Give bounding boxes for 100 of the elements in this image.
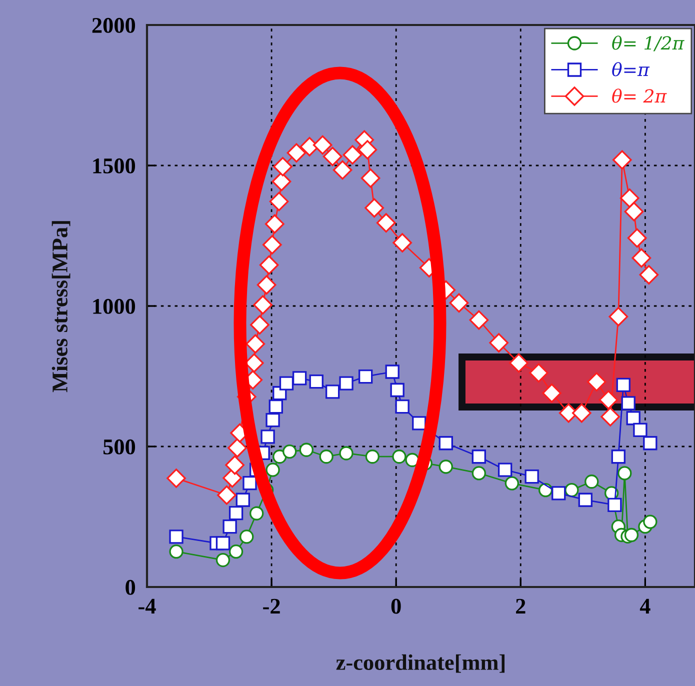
point [376,213,396,232]
x-axis-title: z-coordinate[mm] [336,654,504,673]
point [632,248,652,268]
point [282,444,297,459]
point [584,474,599,489]
point [299,442,314,457]
point [620,188,640,208]
point [639,265,659,284]
point [332,160,352,180]
point [339,376,354,390]
point [262,235,282,254]
point [621,396,636,410]
point [216,552,230,568]
point [166,468,186,488]
point [266,413,280,428]
point [598,390,618,410]
y-tick-label: 0 [126,580,136,595]
point [612,150,632,170]
point [504,476,520,490]
point [578,492,592,507]
legend-label: θ= 2π [612,88,667,103]
point [250,506,264,520]
point [364,198,384,218]
point [600,407,620,426]
point [438,436,453,450]
point [236,492,250,507]
point [169,530,184,544]
point [228,438,247,458]
y-tick-label: 1500 [93,158,136,174]
point [286,143,306,163]
point [242,476,257,490]
point [260,430,275,444]
point [217,485,236,505]
point [586,372,606,392]
point [643,436,658,450]
point [225,455,244,475]
point [611,450,626,464]
point [572,403,592,423]
point [240,530,254,544]
point [339,446,354,460]
point [358,140,378,160]
point [524,469,539,484]
point [365,450,380,464]
point [325,384,340,399]
point [405,452,420,468]
point [395,400,410,414]
x-tick-label: 2 [516,598,526,614]
point [390,382,404,398]
point [616,378,630,392]
point [256,275,276,295]
point [273,156,292,176]
point [272,172,292,192]
point [358,369,373,384]
point [392,450,406,464]
point [292,371,307,386]
point [228,506,244,520]
point [624,202,644,222]
y-axis-title: Mises stress[MPa] [52,221,70,392]
point [449,293,469,313]
point [472,450,486,464]
point [472,466,486,480]
point [608,307,628,326]
point [385,364,400,379]
point [633,422,648,438]
point [322,146,342,166]
point [498,462,512,477]
point [392,233,412,252]
x-tick-label: -4 [138,598,156,614]
point [279,376,294,390]
point [360,168,380,188]
y-tick-label: 1000 [93,298,136,314]
x-tick-label: -2 [263,598,280,614]
point [312,135,332,155]
point [542,383,562,403]
point [608,498,622,512]
point [264,214,284,234]
point [266,462,280,477]
point [627,228,647,248]
point [624,528,639,542]
point [564,482,579,498]
y-tick-label: 500 [103,439,136,454]
point [552,486,566,500]
point [216,536,230,550]
point [618,466,632,480]
point [169,544,184,559]
point [269,192,289,212]
point [272,450,287,464]
legend-label: θ=π [612,62,650,76]
point [259,255,279,275]
legend-label: θ= 1/2π [612,36,684,52]
x-tick-label: 0 [391,598,401,614]
x-tick-label: 4 [640,598,650,614]
point [412,416,426,430]
y-tick-label: 2000 [92,18,136,33]
point [319,450,334,464]
point [469,310,489,330]
point [268,400,283,414]
point [246,334,266,354]
point [222,520,237,534]
point [626,411,640,426]
